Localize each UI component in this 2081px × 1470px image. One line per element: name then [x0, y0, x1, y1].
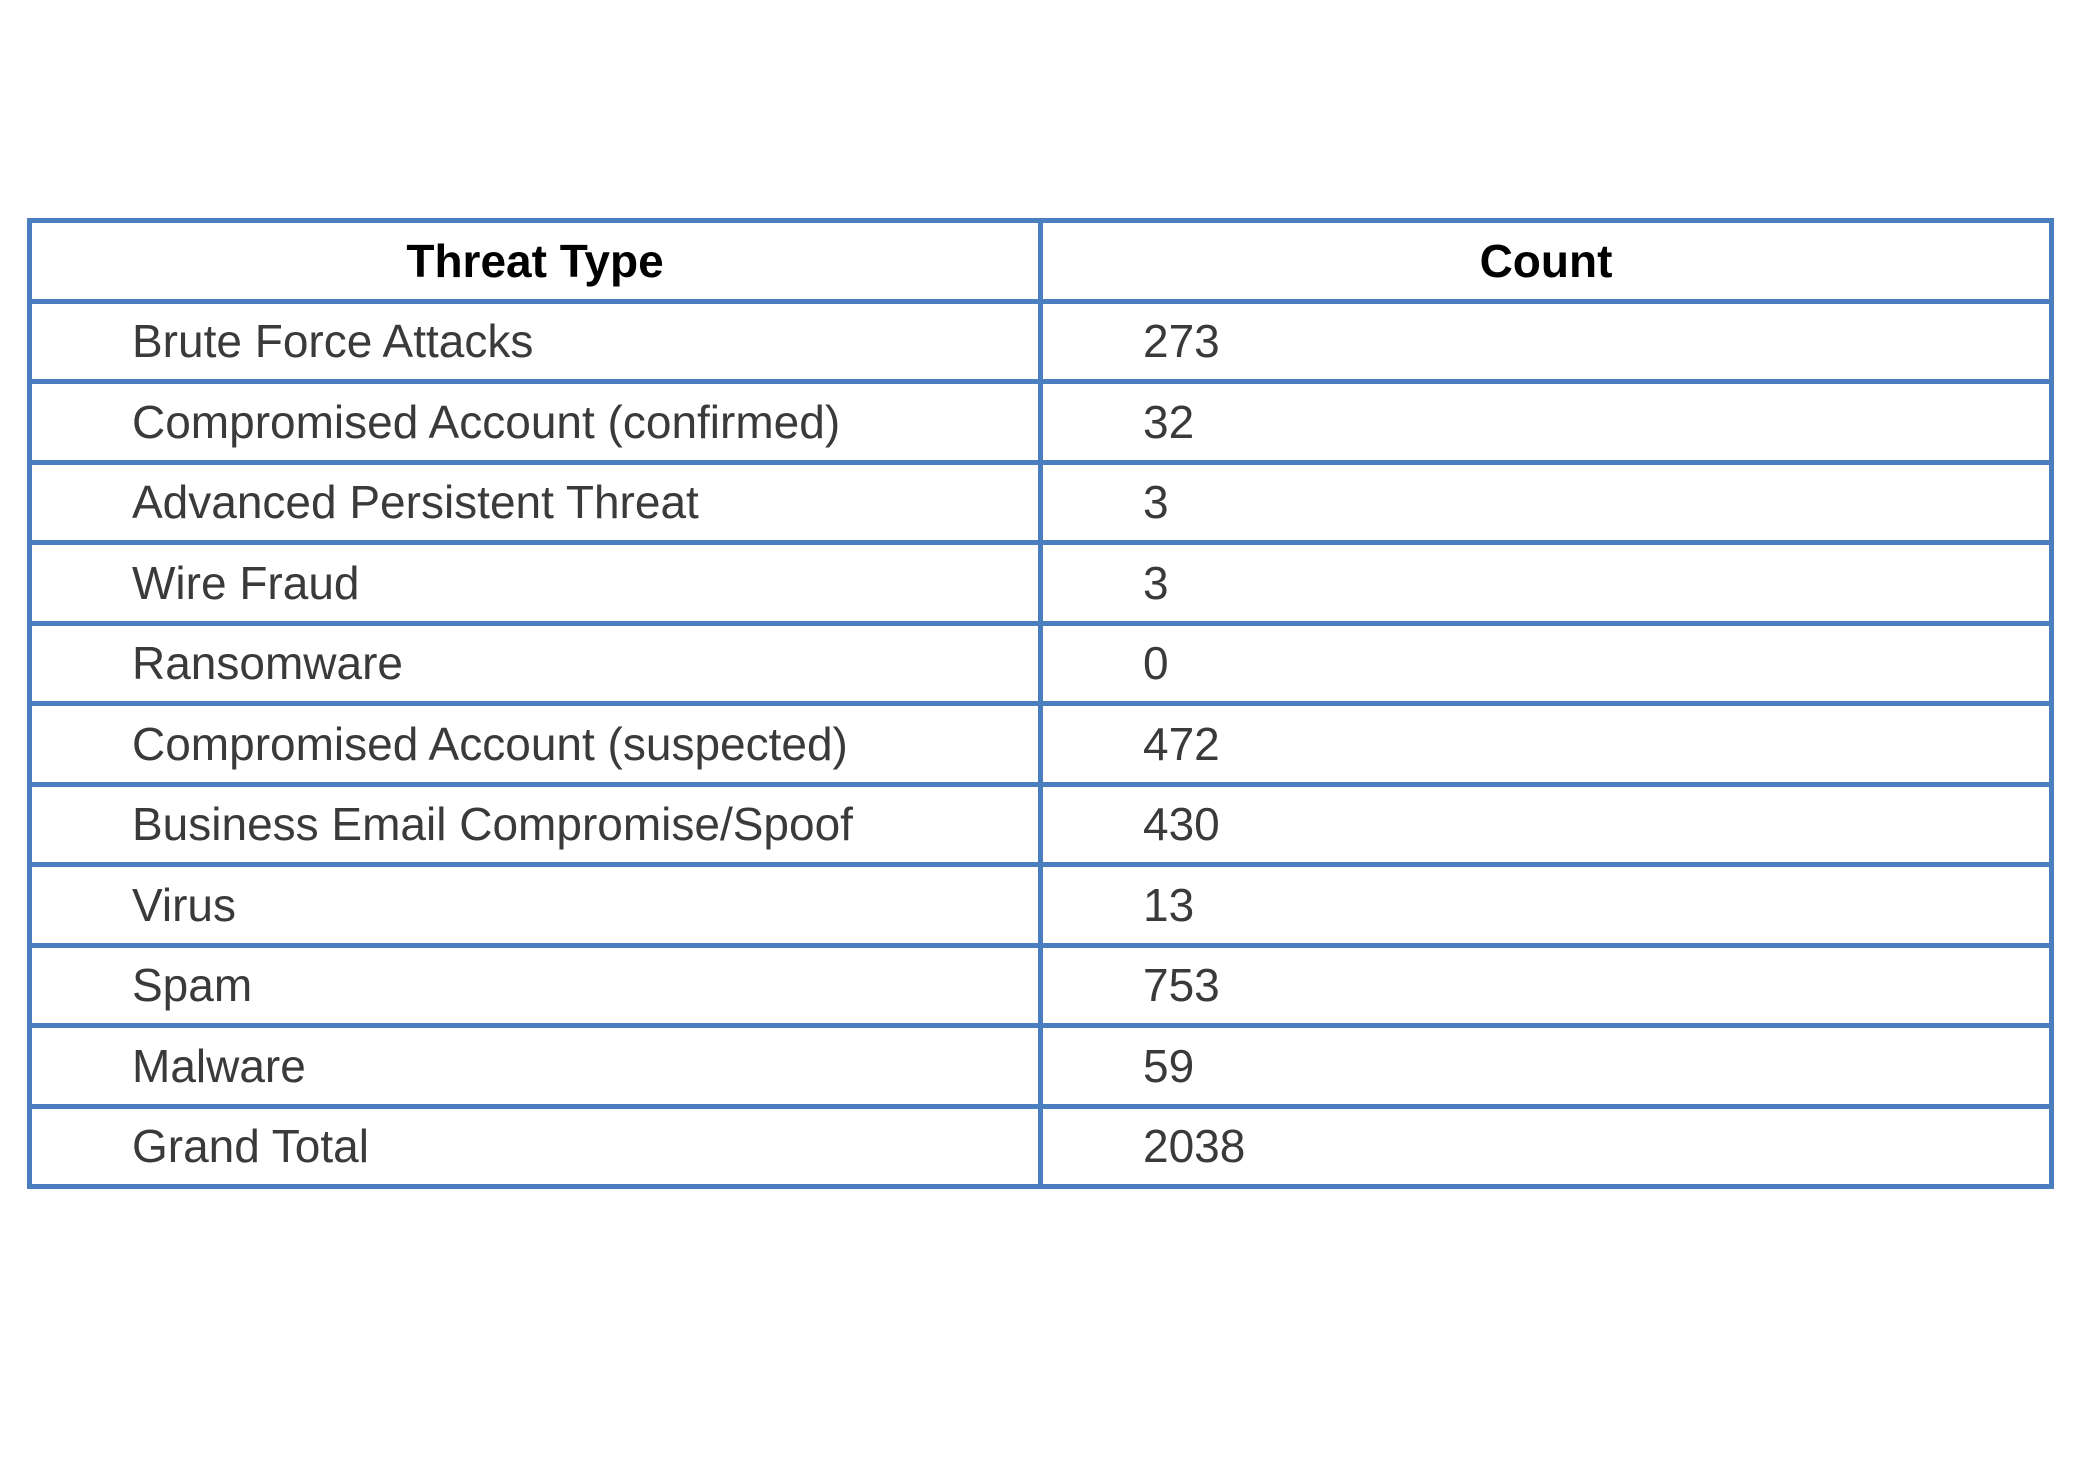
table-row: Malware 59 [27, 1023, 2054, 1109]
table-row: Wire Fraud 3 [27, 540, 2054, 626]
threat-type-cell: Compromised Account (confirmed) [27, 379, 1043, 465]
table-row: Virus 13 [27, 862, 2054, 948]
count-cell: 273 [1038, 298, 2054, 384]
table-row: Advanced Persistent Threat 3 [27, 459, 2054, 545]
count-cell: 430 [1038, 781, 2054, 867]
count-cell: 2038 [1038, 1103, 2054, 1189]
threat-type-cell: Compromised Account (suspected) [27, 701, 1043, 787]
table-row: Spam 753 [27, 942, 2054, 1028]
threat-type-cell: Business Email Compromise/Spoof [27, 781, 1043, 867]
count-cell: 32 [1038, 379, 2054, 465]
threat-type-cell: Advanced Persistent Threat [27, 459, 1043, 545]
count-cell: 3 [1038, 459, 2054, 545]
threat-type-cell: Virus [27, 862, 1043, 948]
count-cell: 13 [1038, 862, 2054, 948]
count-cell: 3 [1038, 540, 2054, 626]
threat-type-cell: Grand Total [27, 1103, 1043, 1189]
count-cell: 0 [1038, 620, 2054, 706]
count-cell: 753 [1038, 942, 2054, 1028]
table-header-row: Threat Type Count [27, 218, 2054, 304]
column-header-threat-type: Threat Type [27, 218, 1043, 304]
table-row: Ransomware 0 [27, 620, 2054, 706]
table-row grand-total-row: Grand Total 2038 [27, 1103, 2054, 1189]
threat-type-cell: Ransomware [27, 620, 1043, 706]
table-row: Business Email Compromise/Spoof 430 [27, 781, 2054, 867]
count-cell: 472 [1038, 701, 2054, 787]
threat-type-cell: Wire Fraud [27, 540, 1043, 626]
column-header-count: Count [1038, 218, 2054, 304]
threat-type-cell: Malware [27, 1023, 1043, 1109]
threat-count-table: Threat Type Count Brute Force Attacks 27… [27, 218, 2054, 1189]
table-row: Compromised Account (suspected) 472 [27, 701, 2054, 787]
count-cell: 59 [1038, 1023, 2054, 1109]
table-row: Compromised Account (confirmed) 32 [27, 379, 2054, 465]
table-row: Brute Force Attacks 273 [27, 298, 2054, 384]
threat-type-cell: Spam [27, 942, 1043, 1028]
threat-type-cell: Brute Force Attacks [27, 298, 1043, 384]
